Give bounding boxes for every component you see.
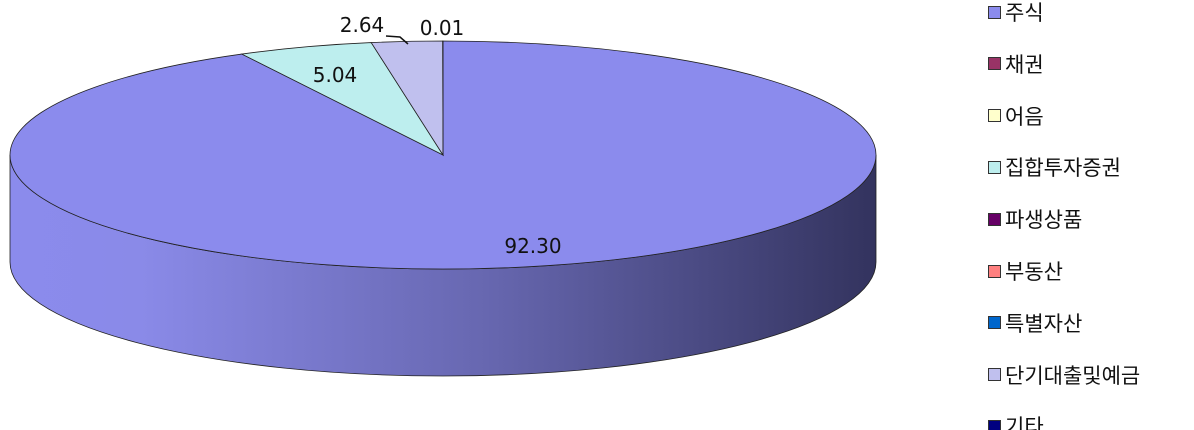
- legend-item-2: 어음: [988, 101, 1044, 131]
- legend-item-3: 집합투자증권: [988, 152, 1121, 182]
- legend-item-7: 단기대출및예금: [988, 360, 1140, 390]
- pie-plot-area: 92.30 5.04 2.64 0.01: [9, 13, 877, 377]
- legend-swatch: [988, 5, 1001, 19]
- data-label-8: 0.01: [420, 16, 465, 40]
- legend-label: 단기대출및예금: [1005, 363, 1141, 388]
- legend-swatch: [988, 160, 1001, 174]
- pie-top-layer: [9, 40, 877, 270]
- legend-swatch: [988, 316, 1001, 330]
- legend-label: 부동산: [1005, 260, 1063, 284]
- legend-item-6: 특별자산: [988, 308, 1082, 338]
- legend-label: 파생상품: [1005, 208, 1083, 233]
- legend-swatch: [988, 368, 1001, 382]
- legend-label: 집합투자증권: [1005, 156, 1121, 181]
- data-label-3: 5.04: [313, 63, 358, 87]
- legend-item-5: 부동산: [988, 256, 1063, 286]
- leader-line-2-64: [385, 35, 409, 45]
- legend-item-8: 기타: [988, 411, 1044, 430]
- legend-swatch: [988, 109, 1001, 123]
- legend-item-4: 파생상품: [988, 204, 1082, 234]
- data-label-0: 92.30: [504, 234, 561, 258]
- data-label-7: 2.64: [340, 13, 385, 37]
- legend-item-1: 채권: [988, 49, 1044, 79]
- legend-swatch: [988, 212, 1001, 226]
- legend-label: 기타: [1005, 415, 1044, 430]
- legend-swatch: [988, 57, 1001, 71]
- legend-label: 주식: [1005, 1, 1044, 25]
- legend-swatch: [988, 419, 1001, 430]
- legend-swatch: [988, 264, 1001, 278]
- pie-label-layer: 92.30 5.04 2.64 0.01: [313, 13, 562, 258]
- legend-item-0: 주식: [988, 0, 1044, 27]
- legend-label: 특별자산: [1005, 311, 1083, 336]
- pie-slice-0: [9, 40, 877, 270]
- legend-label: 어음: [1005, 104, 1044, 129]
- legend-label: 채권: [1005, 52, 1044, 77]
